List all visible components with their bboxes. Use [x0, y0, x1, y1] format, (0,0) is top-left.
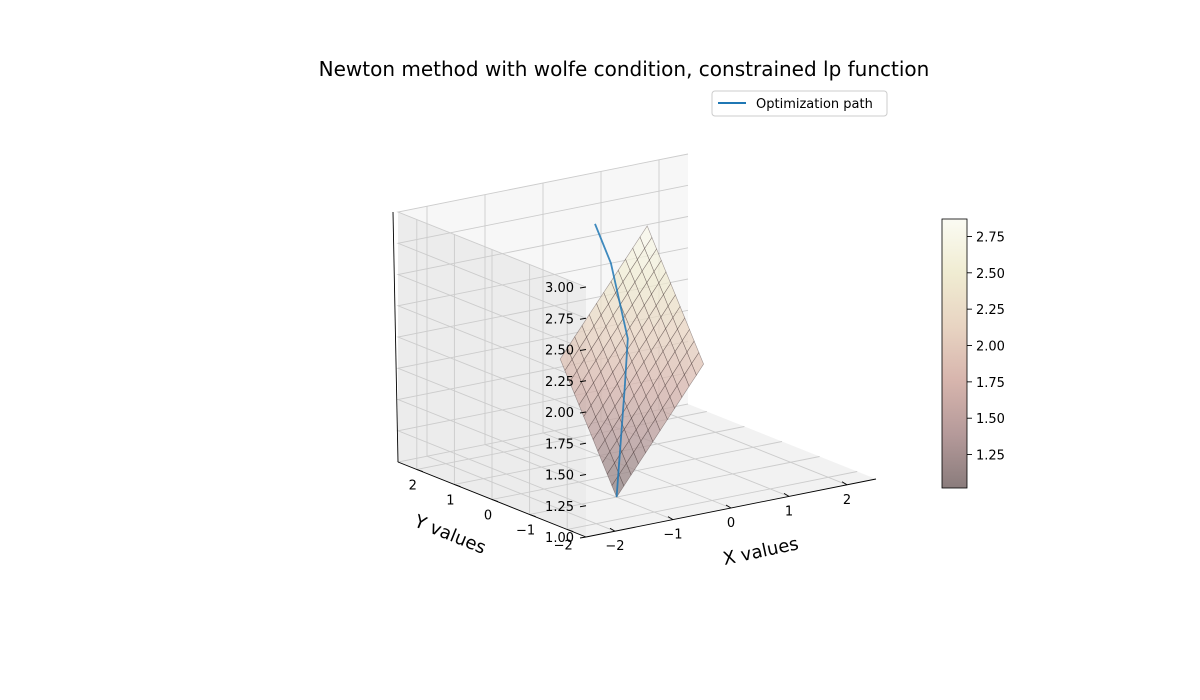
legend: Optimization path — [711, 90, 888, 117]
z-tick-mark — [579, 505, 587, 508]
colorbar-tick-label: 1.50 — [976, 412, 1005, 427]
surface-facet — [573, 381, 587, 406]
z-tick-mark — [579, 286, 587, 289]
grid-line-z — [396, 216, 689, 350]
optimization-path-line — [594, 223, 629, 498]
surface-facet — [662, 396, 675, 421]
y-tick-mark — [529, 514, 536, 517]
z-tick-label: 1.00 — [545, 531, 574, 546]
y-tick-mark — [416, 469, 423, 472]
colorbar-gradient — [941, 218, 968, 489]
z-tick-label: 2.75 — [545, 312, 574, 327]
z-tick-label: 2.00 — [545, 406, 574, 421]
z-tick-label: 2.50 — [545, 344, 574, 359]
colorbar-tick-label: 2.00 — [976, 340, 1005, 355]
x-tick-label: 1 — [785, 504, 793, 519]
z-tick-mark — [579, 474, 587, 476]
x-tick-mark — [725, 504, 732, 509]
grid-line-z — [396, 278, 689, 413]
y-tick-label: −1 — [516, 524, 535, 539]
colorbar-tick-label: 1.75 — [976, 376, 1005, 391]
z-tick-mark — [579, 349, 587, 351]
y-tick-mark — [491, 499, 499, 502]
surface-facet — [647, 418, 661, 443]
surface-facet — [691, 351, 704, 376]
chart-title: Newton method with wolfe condition, cons… — [319, 57, 930, 81]
z-axis-line — [392, 211, 399, 463]
y-tick-label: 1 — [446, 494, 454, 509]
surface-facet — [578, 393, 592, 418]
x-tick-mark — [667, 516, 674, 520]
surface-facet — [588, 416, 601, 441]
tick-labels: −2 −1 0 1 2 −2 −1 0 1 2 1.00 1.25 1.50 1.75 2.00 2.25 2.… — [409, 281, 851, 554]
z-tick-mark — [579, 380, 587, 383]
x-tick-label: −1 — [663, 528, 682, 543]
y-tick-mark — [454, 484, 461, 487]
legend-label-optimization-path: Optimization path — [756, 97, 873, 112]
colorbar-tick-label: 2.75 — [976, 230, 1005, 245]
x-tick-mark — [609, 527, 616, 532]
surface-facet — [592, 427, 606, 452]
colorbar-tick-label: 2.50 — [976, 267, 1005, 282]
colorbar-tick-label: 1.25 — [976, 449, 1005, 464]
surface-facet — [676, 374, 690, 398]
grid-line-z — [396, 247, 689, 382]
colorbar: 1.25 1.50 1.75 2.00 2.25 2.50 2.75 — [941, 218, 1005, 489]
grid-line-z — [396, 184, 689, 319]
x-axis-label: X values — [721, 533, 800, 569]
x-tick-label: −2 — [605, 539, 624, 554]
z-tick-label: 1.50 — [545, 469, 574, 484]
legend-frame — [711, 90, 888, 117]
grid-line-z — [396, 153, 689, 288]
z-tick-label: 1.75 — [545, 437, 574, 452]
z-tick-mark — [579, 442, 587, 445]
surface-facet — [569, 370, 582, 395]
y-tick-mark — [567, 529, 574, 532]
y-tick-label: 0 — [484, 509, 492, 524]
x-tick-label: 2 — [843, 493, 851, 508]
z-tick-label: 2.25 — [545, 375, 574, 390]
surface-facet — [597, 439, 611, 464]
z-tick-label: 1.25 — [545, 500, 574, 515]
y-axis-label: Y values — [410, 511, 489, 559]
x-tick-mark — [841, 481, 848, 486]
x-tick-mark — [783, 493, 790, 497]
surface-facet — [618, 462, 632, 487]
optimization-path-layer — [594, 223, 629, 498]
colorbar-tick-label: 2.25 — [976, 303, 1005, 318]
surface-facet — [602, 450, 615, 475]
z-tick-mark — [579, 317, 587, 320]
z-tick-mark — [579, 411, 587, 414]
x-tick-label: 0 — [727, 516, 735, 531]
y-tick-label: 2 — [409, 479, 417, 494]
z-tick-mark — [579, 536, 587, 539]
surface-facet — [633, 440, 646, 465]
y-tick-label: −2 — [554, 539, 573, 554]
z-tick-label: 3.00 — [545, 281, 574, 296]
